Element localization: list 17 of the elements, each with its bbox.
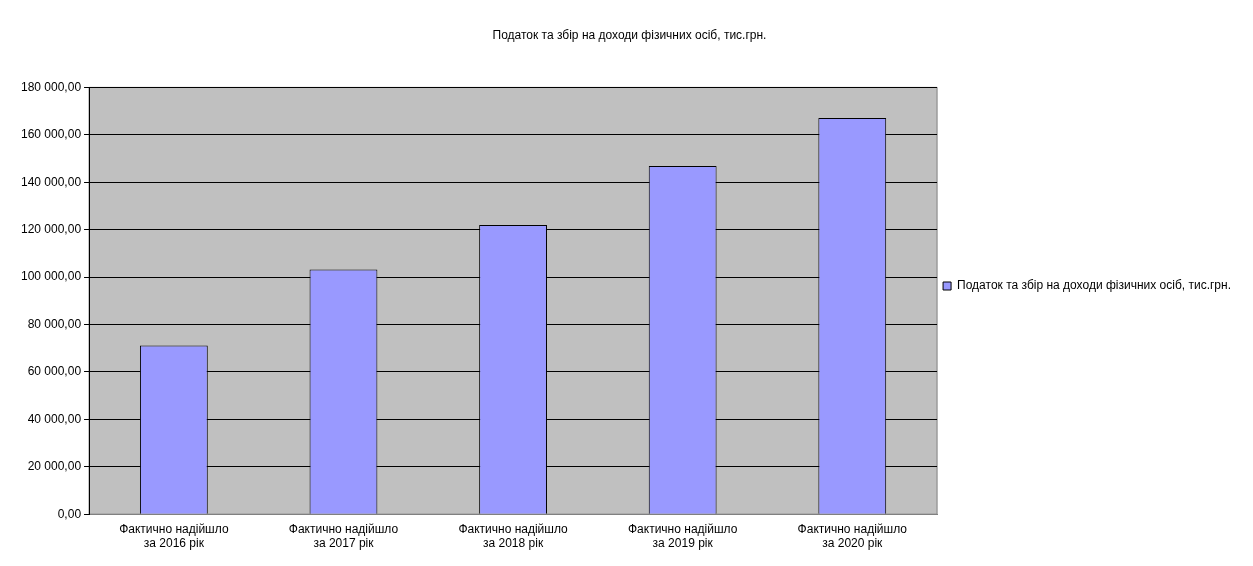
y-tick-label: 100 000,00 [21,269,82,284]
x-tick-label: Фактично надійшло за 2017 рік [288,521,399,551]
y-tick-label: 40 000,00 [27,411,82,426]
y-tick-label: 80 000,00 [27,316,82,331]
x-tick-label: Фактично надійшло за 2019 рік [627,521,738,551]
x-tick-label: Фактично надійшло за 2016 рік [119,521,229,551]
chart-title: Податок та збір на доходи фізичних осіб, тис.грн. [492,27,767,42]
x-tick-label: Фактично надійшло за 2018 рік [458,521,569,551]
y-tick-label: 120 000,00 [21,221,82,236]
y-tick-label: 180 000,00 [21,79,82,94]
y-tick-label: 140 000,00 [21,174,82,189]
legend-label: Податок та збір на доходи фізичних осіб, тис.грн. [957,278,1232,293]
y-tick-label: 60 000,00 [27,364,82,379]
y-tick-label: 160 000,00 [21,127,82,142]
y-tick-label: 20 000,00 [27,459,82,474]
x-tick-label: Фактично надійшло за 2020 рік [797,521,908,551]
y-tick-label: 0,00 [57,506,82,521]
